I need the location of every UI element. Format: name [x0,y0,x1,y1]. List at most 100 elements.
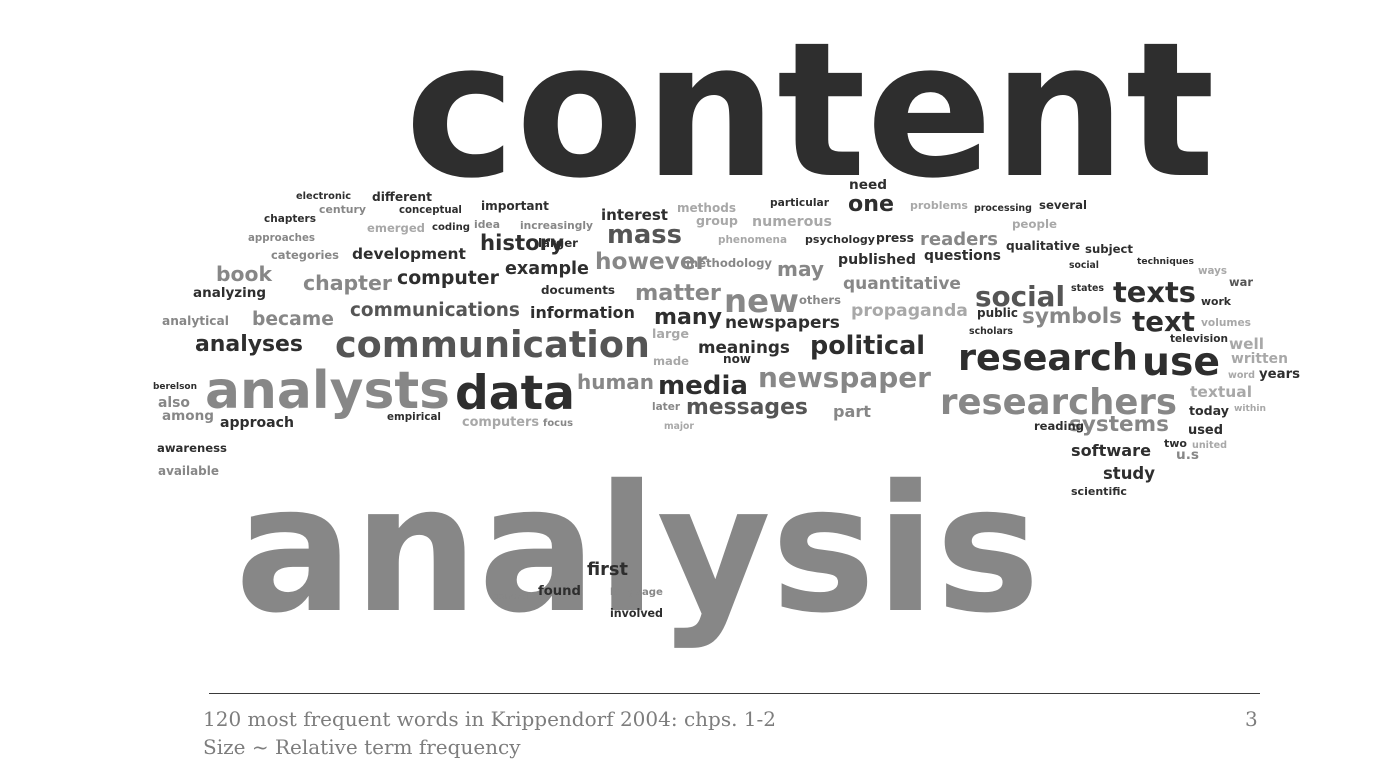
word: social [1069,260,1099,272]
word: volumes [1201,315,1251,329]
word: made [653,354,689,368]
word: human [577,370,654,394]
word: electronic [296,190,352,202]
caption-line-1: 120 most frequent words in Krippendorf 2… [203,707,777,731]
word: reading [1034,419,1084,434]
word: also [158,394,190,411]
word: processing [974,203,1032,214]
word: one [848,190,894,217]
word: textual [1190,383,1253,402]
word: larger [538,235,578,250]
word: people [1012,216,1057,231]
word: symbols [1022,304,1122,330]
word: united [1192,439,1227,451]
word: others [799,293,841,308]
word: scientific [1071,484,1127,498]
word: techniques [1137,256,1194,268]
word: emerged [367,220,425,235]
page-number: 3 [1245,707,1258,731]
word: qualitative [1006,239,1080,254]
word: different [372,190,432,205]
word: categories [271,248,339,263]
word: analysts [205,360,451,421]
word: however [595,247,708,275]
word: work [1201,294,1231,308]
word: messages [686,395,808,421]
word: communication [335,323,650,367]
word: available [158,463,219,478]
word: researchers [940,382,1177,424]
word: may [777,256,824,281]
word: systems [1069,411,1169,437]
word: example [505,259,589,280]
word: particular [770,195,829,209]
word: psychology [805,232,875,246]
word: public [977,305,1018,320]
word: television [1170,332,1228,345]
word: increasingly [520,218,593,232]
word: meanings [698,337,790,358]
word: coding [432,222,470,234]
word: text [1132,304,1195,338]
word: became [252,309,334,331]
word: states [1071,283,1104,295]
word: numerous [752,213,832,230]
word: use [1142,339,1220,385]
word: group [696,212,738,228]
word: content [405,2,1215,220]
word: interest [601,205,668,224]
word: empirical [387,411,441,424]
word: computers [462,414,539,430]
word: scholars [969,326,1013,338]
footer-divider [209,693,1260,694]
word: war [1229,275,1253,290]
word: first [587,560,628,581]
word: chapter [303,270,392,295]
word: major [664,421,694,433]
word: research [958,336,1138,380]
word: computer [397,267,499,290]
word: language [610,587,663,599]
word: development [352,245,466,264]
word: century [319,202,366,216]
word: approach [220,414,294,431]
word: methodology [686,255,772,270]
word: involved [610,607,663,621]
word: problems [910,198,968,212]
word: u.s [1176,447,1199,464]
word: press [876,231,914,246]
word: mass [607,220,682,251]
word: software [1071,440,1151,460]
word: years [1259,367,1300,383]
word: today [1189,403,1229,419]
word: approaches [248,232,316,245]
word: word [1228,369,1256,381]
word: analyses [195,332,303,358]
word: history [480,230,564,256]
word: two [1164,436,1187,450]
word: phenomena [718,234,788,247]
word: analysis [235,448,1041,653]
word: documents [541,282,615,297]
word: communications [350,300,520,322]
word: methods [677,200,736,215]
word: propaganda [851,300,968,321]
word: information [530,302,635,322]
word: general [492,591,530,602]
word: idea [474,217,500,231]
word: need [849,177,887,194]
word: analyzing [193,285,267,302]
word: now [723,351,751,366]
word: chapters [264,212,316,225]
word: many [654,305,722,331]
word: newspapers [725,311,840,332]
word: book [216,261,273,286]
word: focus [543,417,573,429]
word: important [481,198,549,213]
word: part [833,401,871,421]
word: questions [924,247,1001,264]
word: well [1229,335,1264,354]
word: later [652,401,681,414]
word: among [162,408,214,425]
word: newspaper [758,361,931,395]
